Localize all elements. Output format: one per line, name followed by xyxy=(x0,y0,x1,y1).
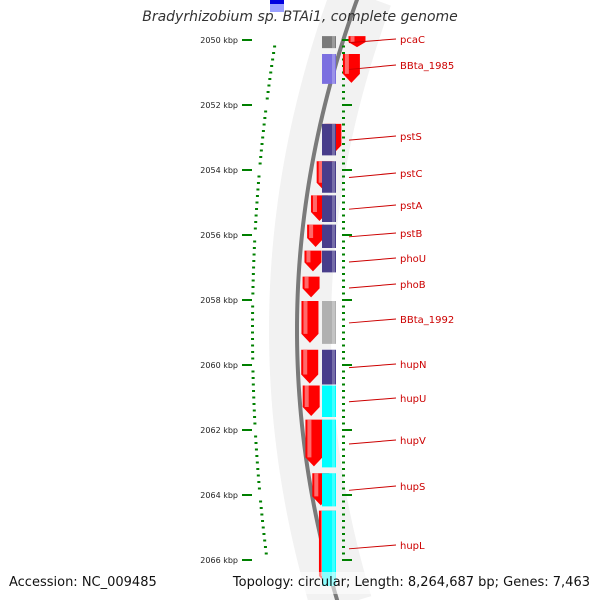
gene-arrow-highlight xyxy=(350,36,355,43)
gene-labels: pcaC BBta_1985 pstS pstC pstA pstB phoU phoB BBt… xyxy=(348,35,454,552)
tick-label: 2060 kbp xyxy=(200,361,238,370)
gene-label: phoB xyxy=(400,280,426,291)
gene-arrow-highlight xyxy=(304,276,309,289)
gene-arrow-highlight xyxy=(314,473,319,497)
gene-category-bar xyxy=(322,54,336,84)
gene-label: BBta_1992 xyxy=(400,315,454,326)
accession-text: Accession: NC_009485 xyxy=(9,575,157,590)
gene-category-shade xyxy=(332,123,335,156)
gene-arrow-highlight xyxy=(344,54,349,74)
gene-leader-line xyxy=(348,397,397,403)
gene-leader-line xyxy=(348,283,397,289)
gene-arrow-highlight xyxy=(306,250,311,263)
genome-ring-line xyxy=(295,0,360,600)
tick-label: 2052 kbp xyxy=(200,101,238,110)
gene-leader-line xyxy=(348,318,397,324)
gene-label: hupS xyxy=(400,482,425,493)
gene-category-shade xyxy=(332,224,335,248)
gene-category-bar xyxy=(322,385,336,417)
gene-category-shade xyxy=(332,195,335,222)
gene-category-shade xyxy=(332,36,335,49)
gene-category-bar xyxy=(322,301,336,344)
gene-category-shade xyxy=(332,419,335,468)
gene-arrow-highlight xyxy=(307,419,312,458)
gene-leader-line xyxy=(348,363,397,369)
gene-label: hupN xyxy=(400,360,427,371)
gene-leader-line xyxy=(348,439,397,445)
gene-category-shade xyxy=(332,349,335,385)
gene-arrow-highlight xyxy=(312,195,317,212)
gene-arrow-highlight xyxy=(309,224,314,238)
gene-arrow-highlight xyxy=(303,301,308,334)
gene-category-shade xyxy=(332,161,335,193)
gene-category-shade xyxy=(332,510,335,586)
genome-backbone xyxy=(269,0,391,600)
gene-label: phoU xyxy=(400,254,426,265)
gene-leader-line xyxy=(348,38,397,44)
gene-category-bar xyxy=(322,349,336,385)
tick-label: 2064 kbp xyxy=(200,491,238,500)
gene-category-bar xyxy=(322,419,336,468)
gene-category-shade xyxy=(332,54,335,84)
gene-leader-line xyxy=(348,204,397,210)
tick-label: 2062 kbp xyxy=(200,426,238,435)
topology-text: Topology: circular; Length: 8,264,687 bp… xyxy=(232,575,590,590)
top-clipped-feature xyxy=(270,0,284,4)
gene-arrow-highlight xyxy=(303,349,308,375)
gene-label: BBta_1985 xyxy=(400,61,454,72)
tick-label: 2054 kbp xyxy=(200,166,238,175)
gene-leader-line xyxy=(348,64,397,70)
gene-label: hupV xyxy=(400,436,426,447)
gene-category-bar xyxy=(322,250,336,273)
gene-leader-line xyxy=(348,172,397,178)
gene-category-bar xyxy=(322,161,336,193)
gene-arrow-highlight xyxy=(318,161,323,183)
gene-category-shade xyxy=(332,385,335,417)
gene-category-bar xyxy=(322,195,336,222)
gene-label: pcaC xyxy=(400,35,425,46)
gene-leader-line xyxy=(348,485,397,491)
gene-category-shade xyxy=(332,250,335,273)
top-clipped-feature-shade xyxy=(270,4,284,12)
gene-label: hupU xyxy=(400,394,426,405)
gene-label: pstB xyxy=(400,229,422,240)
map-title: Bradyrhizobium sp. BTAi1, complete genom… xyxy=(142,9,458,25)
genome-ring-band xyxy=(269,0,391,600)
gene-label: pstS xyxy=(400,132,422,143)
gene-label: pstA xyxy=(400,201,422,212)
gene-leader-line xyxy=(348,135,397,141)
gene-arrow-highlight xyxy=(304,385,309,407)
gene-category-bar xyxy=(322,224,336,248)
tick-label: 2066 kbp xyxy=(200,556,238,565)
gene-category-bar xyxy=(322,473,336,507)
gene-category-bar xyxy=(322,123,336,156)
gene-features xyxy=(301,36,366,586)
gene-label: hupL xyxy=(400,541,425,552)
gene-category-shade xyxy=(332,301,335,344)
tick-label: 2058 kbp xyxy=(200,296,238,305)
gene-label: pstC xyxy=(400,169,422,180)
gene-category-shade xyxy=(332,473,335,507)
gene-category-bar xyxy=(322,510,336,586)
gene-leader-line xyxy=(348,544,397,550)
footer-backdrop xyxy=(0,572,600,594)
gene-category-bar xyxy=(322,36,336,49)
tick-label: 2050 kbp xyxy=(200,36,238,45)
tick-label: 2056 kbp xyxy=(200,231,238,240)
gene-leader-line xyxy=(348,232,397,238)
gene-leader-line xyxy=(348,257,397,263)
